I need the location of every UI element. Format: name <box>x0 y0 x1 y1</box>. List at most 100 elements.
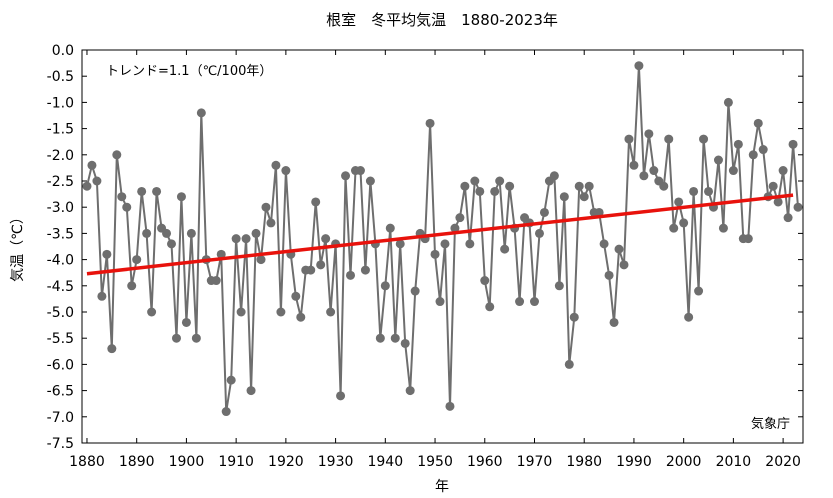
x-tick-label: 1970 <box>517 454 553 470</box>
data-point <box>604 270 614 280</box>
y-tick-label: 0.0 <box>52 43 74 59</box>
data-point <box>539 207 549 217</box>
data-point <box>430 249 440 259</box>
data-point <box>723 97 733 107</box>
data-point <box>465 239 475 249</box>
data-point <box>584 181 594 191</box>
data-point <box>311 197 321 207</box>
x-tick-label: 1990 <box>616 454 652 470</box>
x-tick-label: 1910 <box>218 454 254 470</box>
x-tick-label: 2010 <box>716 454 752 470</box>
data-point <box>674 197 684 207</box>
data-point <box>450 223 460 233</box>
data-point <box>793 202 803 212</box>
data-point <box>609 317 619 327</box>
y-tick-label: -4.5 <box>47 279 74 295</box>
data-point <box>475 186 485 196</box>
data-point <box>788 139 798 149</box>
data-point <box>684 312 694 322</box>
data-point <box>326 307 336 317</box>
data-point <box>768 181 778 191</box>
data-point <box>211 276 221 286</box>
data-point <box>733 139 743 149</box>
trend-line <box>86 193 794 276</box>
data-point <box>599 239 609 249</box>
data-point <box>221 407 231 417</box>
data-point <box>410 286 420 296</box>
chart-title: 根室 冬平均気温 1880-2023年 <box>326 11 558 29</box>
data-point <box>515 297 525 307</box>
data-point <box>435 297 445 307</box>
data-point <box>405 386 415 396</box>
data-point <box>689 186 699 196</box>
x-tick-label: 1890 <box>119 454 155 470</box>
y-tick-label: -7.5 <box>47 436 74 452</box>
x-tick-label: 1980 <box>566 454 602 470</box>
data-point <box>743 234 753 244</box>
data-point <box>112 150 122 160</box>
data-point <box>176 192 186 202</box>
y-tick-label: -6.5 <box>47 384 74 400</box>
data-point <box>102 249 112 259</box>
data-point <box>624 134 634 144</box>
data-point <box>634 61 644 71</box>
data-point <box>127 281 137 291</box>
data-point <box>226 375 236 385</box>
data-point <box>321 234 331 244</box>
data-point <box>122 202 132 212</box>
data-point <box>216 249 226 259</box>
data-point <box>753 118 763 128</box>
data-point <box>490 186 500 196</box>
data-point <box>246 386 256 396</box>
data-point <box>360 265 370 275</box>
data-point <box>669 223 679 233</box>
y-tick-label: -6.0 <box>47 357 74 373</box>
data-point <box>614 244 624 254</box>
data-point <box>97 291 107 301</box>
data-point <box>261 202 271 212</box>
data-point <box>748 150 758 160</box>
data-point <box>276 307 286 317</box>
x-tick-label: 1930 <box>318 454 354 470</box>
credit-label: 気象庁 <box>751 416 790 432</box>
data-point <box>728 166 738 176</box>
x-tick-label: 1920 <box>268 454 304 470</box>
data-point <box>395 239 405 249</box>
y-axis-label: 気温（℃） <box>10 210 26 282</box>
data-point <box>699 134 709 144</box>
data-point <box>664 134 674 144</box>
data-point <box>460 181 470 191</box>
data-point <box>266 218 276 228</box>
data-point <box>649 166 659 176</box>
data-point <box>241 234 251 244</box>
y-tick-label: -3.0 <box>47 200 74 216</box>
data-point <box>236 307 246 317</box>
data-point <box>341 171 351 181</box>
data-point <box>191 333 201 343</box>
data-point <box>425 118 435 128</box>
data-point <box>594 207 604 217</box>
data-point <box>554 281 564 291</box>
data-point <box>480 276 490 286</box>
data-point <box>271 160 281 170</box>
data-point <box>440 239 450 249</box>
data-point <box>629 160 639 170</box>
y-tick-label: -7.0 <box>47 410 74 426</box>
data-point <box>316 260 326 270</box>
data-point <box>162 228 172 238</box>
x-tick-label: 1900 <box>169 454 205 470</box>
data-point <box>137 186 147 196</box>
trend-annotation: トレンド=1.1（℃/100年） <box>106 64 272 79</box>
data-point <box>171 333 181 343</box>
data-point <box>639 171 649 181</box>
x-tick-label: 1950 <box>417 454 453 470</box>
data-point <box>579 192 589 202</box>
data-point <box>147 307 157 317</box>
x-tick-label: 2000 <box>666 454 702 470</box>
data-point <box>196 108 206 118</box>
data-point <box>659 181 669 191</box>
y-tick-label: -1.5 <box>47 122 74 138</box>
data-point <box>336 391 346 401</box>
data-point <box>694 286 704 296</box>
